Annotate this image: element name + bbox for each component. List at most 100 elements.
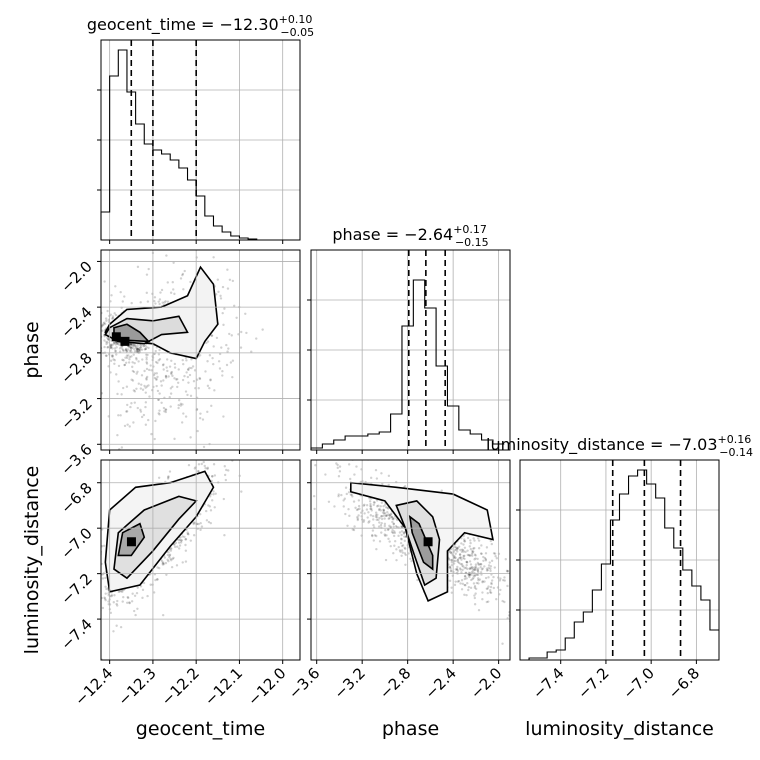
panel-geocent-distance-sample-point (117, 590, 120, 594)
hist-geocent-time-title-upper: +0.10 (279, 13, 313, 26)
panel-geocent-distance-sample-point (197, 522, 200, 526)
panel-phase-distance-sample-point (368, 497, 371, 500)
panel-phase-distance-sample-point (448, 550, 451, 553)
panel-phase-distance-sample-point (589, 666, 591, 668)
panel-geocent-phase-sample-point (132, 421, 135, 424)
panel-phase-distance-sample-point (462, 554, 465, 558)
panel-phase-distance-sample-point (374, 515, 378, 518)
panel-phase-distance-sample-point (456, 569, 460, 573)
panel-geocent-distance-sample-point (181, 535, 184, 538)
panel-phase-distance-sample-point (380, 531, 383, 534)
panel-phase-distance-sample-point (387, 474, 391, 478)
panel-phase-distance-sample-point (398, 531, 402, 534)
xtick-label-luminosity-distance-2: −7.0 (619, 664, 657, 702)
panel-phase-distance-sample-point (511, 597, 513, 599)
panel-geocent-phase-sample-point (194, 470, 196, 472)
panel-geocent-phase-sample-point (145, 361, 148, 364)
panel-phase-distance-sample-point (468, 567, 471, 570)
xtick-label-phase-3: −2.4 (421, 664, 459, 702)
panel-phase-distance-sample-point (378, 516, 381, 520)
panel-phase-distance-sample-point (383, 524, 386, 528)
panel-phase-distance-plot-area (311, 460, 591, 668)
panel-geocent-phase-sample-point (148, 395, 151, 398)
panel-geocent-distance-sample-point (212, 463, 216, 466)
panel-geocent-distance-sample-point (173, 543, 176, 546)
panel-geocent-phase-sample-point (116, 342, 120, 346)
panel-geocent-distance-sample-point (210, 475, 214, 478)
panel-phase-distance-sample-point (467, 588, 470, 592)
panel-geocent-phase-sample-point (94, 337, 96, 339)
panel-geocent-phase-sample-point (153, 296, 157, 299)
panel-geocent-phase-sample-point (181, 378, 185, 382)
panel-geocent-phase-sample-point (136, 350, 139, 353)
panel-geocent-distance-sample-point (197, 470, 200, 473)
panel-geocent-phase-sample-point (121, 348, 125, 352)
panel-geocent-distance-sample-point (107, 600, 110, 603)
panel-phase-distance-sample-point (480, 568, 484, 571)
panel-geocent-distance-sample-point (193, 521, 196, 524)
panel-geocent-phase-sample-point (136, 347, 139, 350)
panel-phase-distance-sample-point (511, 584, 513, 586)
panel-phase-distance-sample-point (344, 512, 347, 516)
panel-phase-distance-sample-point (477, 537, 480, 540)
panel-phase-distance-sample-point (456, 547, 459, 550)
panel-geocent-phase-sample-point (104, 354, 108, 357)
panel-phase-distance-sample-point (474, 592, 477, 595)
panel-phase-distance-sample-point (380, 515, 383, 518)
panel-phase-distance-sample-point (382, 508, 385, 512)
panel-phase-distance-sample-point (474, 554, 477, 557)
panel-geocent-distance-sample-point (96, 560, 98, 562)
panel-phase-distance-sample-point (495, 597, 498, 601)
panel-geocent-phase-sample-point (139, 408, 142, 412)
hist-luminosity-distance-bar-14 (647, 484, 656, 660)
panel-phase-distance-sample-point (357, 514, 360, 517)
panel-phase-distance-sample-point (377, 525, 381, 528)
panel-phase-distance-sample-point (501, 642, 504, 645)
panel-geocent-distance-sample-point (91, 615, 93, 617)
panel-phase-distance-sample-point (473, 546, 476, 550)
panel-geocent-phase-sample-point (119, 414, 122, 417)
panel-geocent-phase-sample-point (136, 344, 139, 348)
panel-geocent-phase-sample-point (118, 350, 122, 353)
panel-phase-distance-sample-point (463, 540, 467, 543)
panel-phase-distance-sample-point (403, 552, 407, 555)
panel-phase-distance-sample-point (404, 553, 407, 557)
panel-geocent-distance-sample-point (203, 464, 206, 468)
panel-geocent-phase-sample-point (109, 359, 113, 362)
panel-geocent-phase-sample-point (145, 367, 149, 371)
panel-geocent-distance-sample-point (209, 509, 213, 512)
panel-geocent-distance-sample-point (95, 538, 97, 540)
panel-geocent-distance-sample-point (169, 549, 173, 552)
panel-geocent-phase-sample-point (113, 358, 116, 362)
hist-luminosity-distance-bar-18 (683, 570, 692, 660)
panel-geocent-phase-sample-point (219, 294, 222, 298)
panel-phase-distance-sample-point (476, 569, 479, 572)
panel-geocent-distance-sample-point (167, 559, 170, 563)
panel-geocent-phase-sample-point (153, 372, 156, 375)
panel-geocent-distance-sample-point (135, 591, 139, 595)
panel-geocent-distance-sample-point (167, 476, 170, 479)
panel-phase-distance-sample-point (393, 540, 397, 543)
panel-phase-distance-sample-point (515, 591, 517, 593)
panel-phase-distance-sample-point (379, 505, 382, 508)
panel-phase-distance-sample-point (506, 569, 510, 573)
panel-geocent-distance-sample-point (192, 521, 195, 524)
panel-geocent-phase-sample-point (188, 373, 192, 377)
panel-phase-distance-sample-point (390, 515, 393, 519)
panel-geocent-distance-sample-point (181, 561, 184, 564)
panel-phase-distance-sample-point (471, 570, 474, 573)
ytick-label-luminosity-distance-0: −7.4 (57, 615, 95, 653)
panel-geocent-phase-sample-point (159, 380, 163, 383)
panel-phase-distance-sample-point (453, 556, 456, 560)
panel-geocent-phase-sample-point (177, 406, 180, 410)
panel-geocent-phase-sample-point (115, 346, 118, 349)
panel-geocent-distance-sample-point (223, 465, 226, 468)
panel-geocent-distance-sample-point (94, 601, 96, 603)
panel-geocent-distance-sample-point (158, 566, 161, 570)
panel-phase-distance-sample-point (477, 563, 480, 566)
panel-phase-distance-sample-point (495, 557, 499, 560)
panel-geocent-phase-sample-point (111, 354, 114, 357)
panel-phase-distance-sample-point (484, 559, 488, 562)
panel-geocent-phase-sample-point (173, 366, 177, 369)
panel-geocent-distance-sample-point (101, 606, 105, 610)
